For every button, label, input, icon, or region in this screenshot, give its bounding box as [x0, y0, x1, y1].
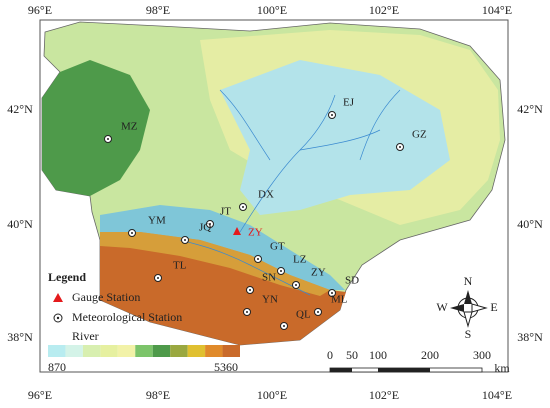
lat-label: 38°N: [7, 330, 33, 344]
met-label: ML: [331, 294, 348, 306]
lon-label: 98°E: [146, 388, 170, 402]
stations: ZY EJ GZ MZ DX JT YM JQ GT LZ ZY SN SD TL ML YN QL: [104, 97, 427, 330]
legend-item: Gauge Station: [72, 290, 140, 304]
scale-unit: km: [494, 361, 510, 375]
met-label: JQ: [199, 222, 211, 234]
compass-label: S: [465, 327, 472, 341]
scale-segment: [330, 368, 352, 372]
met-label: GZ: [412, 129, 427, 141]
compass-label: E: [490, 300, 497, 314]
met-label: TL: [173, 260, 187, 272]
compass-label: N: [464, 274, 473, 288]
lon-label: 102°E: [369, 3, 399, 17]
met-station-dot: [209, 223, 211, 225]
lat-label: 42°N: [517, 102, 543, 116]
lat-label: 42°N: [7, 102, 33, 116]
met-station-dot: [331, 292, 333, 294]
met-label: ZY: [311, 267, 326, 279]
ramp-swatch: [82, 345, 101, 357]
ramp-swatch: [117, 345, 136, 357]
scale-tick-label: 0: [327, 348, 333, 362]
qilian-foothills: [100, 232, 330, 296]
met-station-dot: [184, 239, 186, 241]
legend-item: Meteorological Station: [72, 310, 182, 324]
elevation-min: 870: [48, 360, 66, 374]
met-station-dot: [157, 277, 159, 279]
northwest-mountains: [42, 60, 150, 196]
scale-bar: km 0 50 100 200 300: [327, 348, 510, 375]
met-station-dot: [246, 311, 248, 313]
met-station-dot: [317, 311, 319, 313]
lon-label: 100°E: [257, 388, 287, 402]
elevation-ramp: [48, 345, 240, 357]
met-station-dot: [242, 206, 244, 208]
compass-needle: [463, 311, 473, 328]
graticule-labels: 96°E 96°E 98°E 98°E 100°E 100°E 102°E 102°E 104°…: [7, 3, 543, 402]
compass: N S E W: [436, 274, 497, 341]
legend-item: River: [72, 329, 99, 343]
scale-tick-label: 200: [421, 348, 439, 362]
lon-label: 96°E: [28, 388, 52, 402]
ramp-swatch: [65, 345, 83, 357]
lon-label: 102°E: [369, 388, 399, 402]
river: [239, 94, 336, 233]
met-label: JT: [220, 206, 231, 218]
met-station-dot: [249, 289, 251, 291]
gauge-symbol: [53, 293, 63, 302]
lon-label: 104°E: [482, 3, 512, 17]
ramp-swatch: [187, 345, 206, 357]
met-label: YM: [148, 215, 166, 227]
met-station-dot: [283, 325, 285, 327]
compass-label: W: [436, 300, 448, 314]
scale-tick-label: 300: [473, 348, 491, 362]
compass-needle: [450, 304, 464, 312]
scale-segment: [378, 368, 430, 372]
scale-tick-label: 100: [369, 348, 387, 362]
met-symbol-dot: [56, 316, 60, 320]
river: [359, 89, 401, 161]
ramp-swatch: [222, 345, 240, 357]
met-label: MZ: [121, 121, 138, 133]
lon-label: 104°E: [482, 388, 512, 402]
legend-title: Legend: [48, 270, 86, 284]
met-label: EJ: [343, 97, 355, 109]
ramp-swatch: [135, 345, 153, 357]
lat-label: 40°N: [517, 217, 543, 231]
met-station-dot: [131, 232, 133, 234]
lon-label: 98°E: [146, 3, 170, 17]
ramp-swatch: [170, 345, 188, 357]
lon-label: 96°E: [28, 3, 52, 17]
met-label: SN: [262, 272, 276, 284]
met-label: SD: [345, 275, 359, 287]
river: [219, 89, 271, 161]
river: [299, 129, 381, 151]
met-label: LZ: [293, 254, 307, 266]
met-label: YN: [262, 294, 278, 306]
ramp-swatch: [205, 345, 223, 357]
met-station-dot: [399, 146, 401, 148]
met-label: QL: [296, 309, 311, 321]
lat-label: 40°N: [7, 217, 33, 231]
lat-label: 38°N: [517, 330, 543, 344]
ramp-swatch: [48, 345, 66, 357]
qilian-mountains: [100, 232, 346, 345]
elevation-max: 5360: [214, 360, 238, 374]
met-station-dot: [257, 258, 259, 260]
met-label: GT: [270, 241, 285, 253]
compass-needle: [471, 303, 488, 313]
gauge-station: [233, 227, 241, 235]
met-label: DX: [258, 189, 274, 201]
met-station-dot: [331, 114, 333, 116]
gauge-label: ZY: [248, 227, 263, 239]
met-station-dot: [280, 270, 282, 272]
ramp-swatch: [100, 345, 118, 357]
ramp-swatch: [152, 345, 171, 357]
met-station-dot: [295, 284, 297, 286]
scale-tick-label: 50: [346, 348, 358, 362]
met-station-dot: [107, 138, 109, 140]
compass-needle: [464, 290, 472, 304]
lon-label: 100°E: [257, 3, 287, 17]
